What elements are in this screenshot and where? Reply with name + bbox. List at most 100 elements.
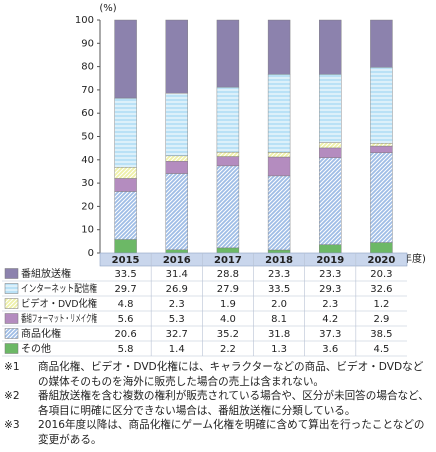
- note-text: 番組放送権を含む複数の権利が販売されている場合や、区分が未回答の場合など、各項目…: [38, 390, 429, 417]
- bar-segment: [216, 151, 240, 157]
- table-value: 32.7: [166, 329, 188, 340]
- note: ※3 2016年度以降は、商品化権にゲーム化権を明確に含めて算出を行ったことなどの…: [0, 418, 432, 447]
- note-text: 商品化権、ビデオ・DVD化権には、キャラクターなどの商品、ビデオ・DVDなどの媒…: [38, 361, 424, 388]
- table-value: 35.2: [217, 329, 239, 340]
- table-value: 2.9: [373, 314, 389, 325]
- table-value: 29.7: [114, 284, 136, 295]
- table-value: 33.5: [114, 269, 136, 280]
- y-tick-label: 100: [75, 15, 94, 26]
- bar-segment: [319, 244, 342, 254]
- bar-segment: [319, 74, 342, 143]
- table-value: 29.3: [319, 284, 341, 295]
- table-value: 38.5: [370, 329, 392, 340]
- bar-segment: [165, 249, 188, 254]
- y-tick-label: 10: [81, 225, 94, 236]
- bar-segment: [216, 86, 240, 153]
- bar-segment: [114, 239, 137, 254]
- table-value: 2.2: [220, 344, 236, 355]
- legend-swatch: [4, 283, 19, 294]
- y-tick-label: 0: [88, 248, 94, 259]
- x-tick-label: 2017: [214, 255, 242, 266]
- table-value: 20.3: [370, 269, 392, 280]
- note-marker: ※1: [4, 361, 20, 373]
- table-value: 2.3: [322, 299, 338, 310]
- table-value: 1.9: [220, 299, 236, 310]
- bar-segment: [267, 74, 291, 153]
- table-value: 23.3: [268, 269, 290, 280]
- table-value: 27.9: [217, 284, 239, 295]
- note-marker: ※3: [4, 419, 20, 432]
- y-tick-label: 80: [81, 62, 94, 73]
- bar-segment: [165, 155, 188, 162]
- bar-segment: [114, 191, 137, 240]
- bar-segment: [114, 167, 137, 179]
- bar-segment: [370, 242, 393, 254]
- bar-segment: [165, 92, 188, 157]
- y-tick-label: 40: [81, 155, 94, 166]
- bar-segment: [216, 247, 240, 254]
- bar-segment: [114, 97, 137, 168]
- legend-label: その他: [21, 342, 51, 355]
- table-value: 32.6: [370, 284, 392, 295]
- legend-swatch: [4, 313, 19, 324]
- bar-segment: [216, 165, 240, 249]
- note: ※1 商品化権、ビデオ・DVD化権には、キャラクターなどの商品、ビデオ・DVDなど…: [0, 360, 432, 389]
- legend-swatch: [4, 298, 19, 309]
- bar-segment: [319, 147, 342, 158]
- table-value: 1.2: [373, 299, 389, 310]
- bar-segment: [216, 156, 240, 167]
- bar-segment: [216, 19, 240, 88]
- table-value: 33.5: [268, 284, 290, 295]
- table-value: 4.2: [322, 314, 338, 325]
- legend-swatch: [4, 343, 19, 354]
- y-tick-label: 50: [81, 132, 94, 143]
- table-value: 2.0: [271, 299, 287, 310]
- bar-segment: [319, 142, 342, 149]
- table-value: 5.8: [118, 344, 134, 355]
- legend-label: 商品化権: [21, 327, 61, 340]
- y-tick-label: 60: [81, 108, 94, 119]
- bar-segment: [319, 157, 342, 245]
- bar-segment: [370, 19, 393, 68]
- table-value: 5.3: [169, 314, 185, 325]
- legend-swatch: [4, 328, 19, 339]
- table-value: 4.0: [220, 314, 236, 325]
- notes: ※1 商品化権、ビデオ・DVD化権には、キャラクターなどの商品、ビデオ・DVDなど…: [0, 360, 432, 448]
- y-tick-label: 20: [81, 201, 94, 212]
- x-tick-label: 2018: [265, 255, 293, 266]
- bar-segment: [267, 175, 291, 251]
- table-value: 3.6: [322, 344, 338, 355]
- table-value: 26.9: [166, 284, 188, 295]
- y-unit: (%): [99, 3, 116, 14]
- bar-segment: [370, 143, 393, 147]
- bar-segment: [165, 160, 188, 174]
- y-tick-label: 70: [81, 85, 94, 96]
- note-marker: ※2: [4, 390, 20, 403]
- bar-segment: [370, 67, 393, 144]
- x-tick-label: 2016: [163, 255, 191, 266]
- note-text: 2016年度以降は、商品化権にゲーム化権を明確に含めて算出を行ったことなどの変更…: [38, 419, 425, 446]
- bar-segment: [267, 19, 291, 75]
- table-value: 37.3: [319, 329, 341, 340]
- table-value: 2.3: [169, 299, 185, 310]
- legend-label: 番組フォーマット・リメイク権: [21, 312, 97, 325]
- table-value: 4.8: [118, 299, 134, 310]
- x-tick-label: 2020: [367, 255, 395, 266]
- table-value: 31.4: [166, 269, 188, 280]
- legend-label: 番組放送権: [21, 267, 71, 280]
- note: ※2 番組放送権を含む複数の権利が販売されている場合や、区分が未回答の場合など、各…: [0, 389, 432, 418]
- y-tick-label: 30: [81, 178, 94, 189]
- table-value: 23.3: [319, 269, 341, 280]
- table-value: 1.4: [169, 344, 185, 355]
- table-value: 28.8: [217, 269, 239, 280]
- bar-segment: [370, 152, 393, 243]
- bar-segment: [267, 156, 291, 177]
- y-tick-label: 90: [81, 38, 94, 49]
- table-value: 1.3: [271, 344, 287, 355]
- legend-swatch: [4, 268, 19, 279]
- x-tick-label: 2019: [316, 255, 344, 266]
- bar-segment: [267, 249, 291, 254]
- bar-segment: [370, 145, 393, 154]
- bar-segment: [165, 19, 188, 94]
